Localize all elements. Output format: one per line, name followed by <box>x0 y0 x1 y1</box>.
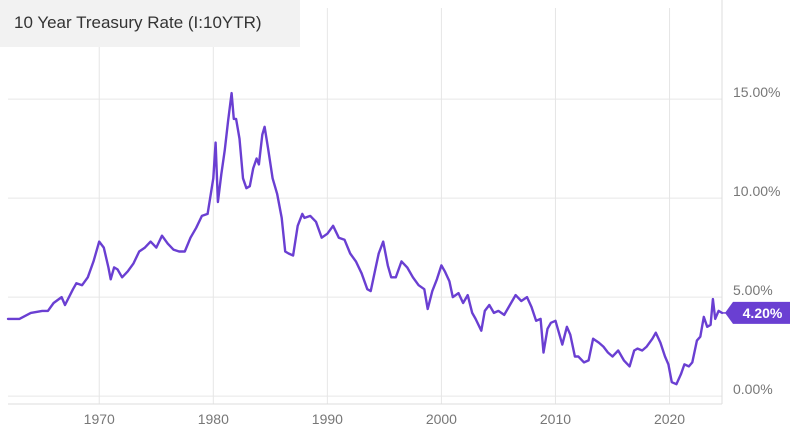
x-tick-label: 2000 <box>426 411 457 427</box>
series-layer <box>6 91 724 386</box>
x-tick-label: 2020 <box>654 411 685 427</box>
y-tick-label: 0.00% <box>733 381 773 397</box>
x-tick-label: 2010 <box>540 411 571 427</box>
chart-title: 10 Year Treasury Rate (I:10YTR) <box>14 13 262 32</box>
y-tick-label: 10.00% <box>733 183 780 199</box>
series-line <box>6 91 724 386</box>
value-labels: 4.20% <box>722 301 790 324</box>
last-value-badge <box>725 301 790 324</box>
x-tick-label: 1990 <box>312 411 343 427</box>
grid <box>8 8 722 404</box>
chart-title-box: 10 Year Treasury Rate (I:10YTR) <box>0 0 300 47</box>
x-tick-label: 1970 <box>84 411 115 427</box>
y-tick-label: 5.00% <box>733 282 773 298</box>
y-tick-label: 15.00% <box>733 84 780 100</box>
last-value-label: 4.20% <box>743 305 783 321</box>
x-tick-label: 1980 <box>198 411 229 427</box>
axes: 0.00% 5.00% 10.00% 15.00% 1970 1980 1990 2000 20… <box>8 0 780 427</box>
